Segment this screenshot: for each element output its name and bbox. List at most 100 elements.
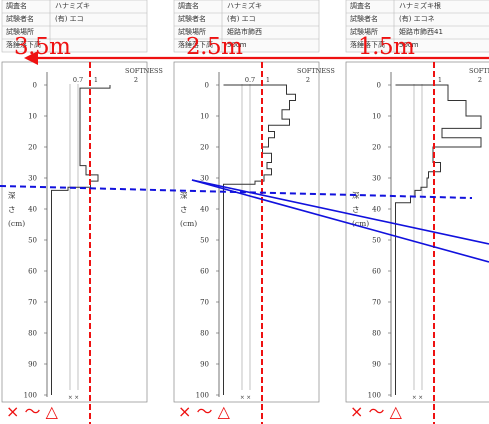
distance-label: 2.5m (186, 34, 243, 60)
depth-tick-label: 20 (28, 144, 37, 152)
depth-tick-label: 0 (205, 82, 209, 90)
bottom-small-marks: × × (412, 395, 423, 401)
blue-dashed-reference-line (0, 185, 473, 199)
softness-profile-line (223, 84, 296, 395)
depth-tick-label: 10 (372, 113, 381, 121)
chart-title: SOFTNESS (cm (469, 67, 489, 75)
header-value: ハナミズキ根 (399, 2, 441, 10)
depth-tick-label: 20 (200, 144, 209, 152)
chart-frame (1, 61, 148, 403)
depth-tick-label: 20 (372, 144, 381, 152)
depth-axis-label: 深 (8, 191, 16, 200)
chart-title: SOFTNESS (125, 67, 163, 75)
softness-profile-line (395, 84, 482, 395)
header-label: 落錘落下高 (6, 41, 41, 49)
softness-profile-line (51, 85, 111, 395)
header-label: 落錘落下高 (178, 41, 213, 49)
evaluation-mark: × 〜 △ (350, 402, 402, 421)
depth-tick-label: 50 (372, 237, 381, 245)
depth-tick-label: 60 (28, 268, 37, 276)
depth-tick-label: 60 (200, 268, 209, 276)
depth-axis-label: 深 (180, 191, 188, 200)
depth-tick-label: 80 (200, 330, 209, 338)
chart-frame (173, 61, 320, 403)
red-arrow-head (24, 51, 38, 65)
header-label: 落錘落下高 (350, 41, 385, 49)
header-table (345, 0, 489, 53)
blue-slope-line-upper (191, 179, 489, 245)
header-table (173, 0, 320, 53)
header-value: (有) エコネ (399, 15, 435, 23)
header-label: 試験者名 (350, 15, 378, 23)
scale-tick-label: 2 (134, 76, 138, 84)
depth-tick-label: 80 (372, 330, 381, 338)
scale-tick-label: 1 (266, 76, 270, 84)
scale-tick-label: 0.7 (245, 76, 255, 84)
depth-tick-label: 10 (200, 113, 209, 121)
depth-tick-label: 70 (28, 299, 37, 307)
annotation-overlay (0, 51, 489, 263)
distance-label: 1.5m (358, 34, 415, 60)
scale-tick-label: 2 (306, 76, 310, 84)
depth-tick-label: 100 (196, 392, 209, 400)
depth-tick-label: 90 (28, 361, 37, 369)
depth-axis-label: (cm) (180, 219, 197, 228)
depth-tick-label: 40 (200, 206, 209, 214)
depth-tick-label: 0 (377, 82, 381, 90)
depth-tick-label: 90 (372, 361, 381, 369)
depth-tick-label: 30 (28, 175, 37, 183)
header-value: ハナミズキ (55, 2, 90, 10)
depth-tick-label: 100 (24, 392, 37, 400)
header-table (1, 0, 148, 53)
depth-tick-label: 0 (33, 82, 37, 90)
chart-frame (345, 61, 489, 403)
header-label: 調査名 (350, 2, 371, 10)
depth-tick-label: 60 (372, 268, 381, 276)
depth-tick-label: 50 (200, 237, 209, 245)
bottom-small-marks: × × (240, 395, 251, 401)
header-value: 姫路市飾西41 (399, 28, 443, 36)
header-label: 試験場所 (350, 28, 378, 36)
evaluation-mark: × 〜 △ (178, 402, 230, 421)
scale-tick-label: 1 (94, 76, 98, 84)
header-label: 試験場所 (6, 28, 34, 36)
header-value: 姫路市飾西 (227, 28, 262, 36)
scale-tick-label: 1 (438, 76, 442, 84)
depth-tick-label: 100 (368, 392, 381, 400)
depth-tick-label: 10 (28, 113, 37, 121)
bottom-small-marks: × × (68, 395, 79, 401)
header-label: 試験者名 (178, 15, 206, 23)
header-label: 試験者名 (6, 15, 34, 23)
sounding-panel-3: SOFTNESS (cm120102030405060708090100深さ(c… (345, 0, 489, 424)
header-value: (有) エコ (227, 15, 256, 23)
distance-label: 3.5m (14, 34, 71, 60)
header-value: 50cm (227, 41, 247, 49)
depth-tick-label: 30 (200, 175, 209, 183)
header-label: 調査名 (6, 2, 27, 10)
depth-axis-label: 深 (352, 191, 360, 200)
depth-tick-label: 30 (372, 175, 381, 183)
depth-tick-label: 40 (372, 206, 381, 214)
header-value: ハナミズキ (227, 2, 262, 10)
evaluation-mark: × 〜 △ (6, 402, 58, 421)
depth-axis-label: さ (180, 205, 188, 214)
header-value: 50cm (399, 41, 419, 49)
depth-axis-label: (cm) (8, 219, 25, 228)
depth-tick-label: 70 (372, 299, 381, 307)
header-label: 調査名 (178, 2, 199, 10)
scale-tick-label: 0.7 (73, 76, 83, 84)
depth-axis-label: さ (352, 205, 360, 214)
chart-title: SOFTNESS (297, 67, 335, 75)
header-value: (有) エコ (55, 15, 84, 23)
depth-tick-label: 80 (28, 330, 37, 338)
depth-tick-label: 40 (28, 206, 37, 214)
header-label: 試験場所 (178, 28, 206, 36)
depth-axis-label: さ (8, 205, 16, 214)
scale-tick-label: 2 (478, 76, 482, 84)
depth-tick-label: 50 (28, 237, 37, 245)
depth-tick-label: 70 (200, 299, 209, 307)
depth-axis-label: (cm) (352, 219, 369, 228)
